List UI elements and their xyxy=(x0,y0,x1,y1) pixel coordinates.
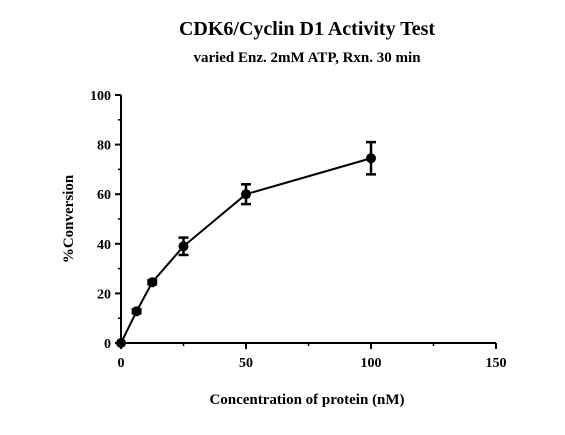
y-tick-label: 100 xyxy=(90,89,111,104)
chart-subtitle: varied Enz. 2mM ATP, Rxn. 30 min xyxy=(193,50,421,66)
axis-ticks: 0 20 40 60 80 100 0 50 100 150 xyxy=(90,89,507,371)
data-point xyxy=(366,153,376,164)
x-axis-label: Concentration of protein (nM) xyxy=(209,392,404,408)
y-tick-label: 40 xyxy=(97,238,111,253)
data-series xyxy=(116,140,376,348)
y-tick-label: 20 xyxy=(97,287,111,302)
chart-title: CDK6/Cyclin D1 Activity Test xyxy=(179,18,435,40)
data-point xyxy=(116,338,126,348)
axes xyxy=(120,95,496,344)
y-tick-label: 80 xyxy=(97,139,111,154)
y-tick-label: 0 xyxy=(104,337,111,352)
data-point xyxy=(131,306,142,317)
series-line xyxy=(120,157,372,344)
x-tick-label: 50 xyxy=(239,356,253,371)
y-axis-label: %Conversion xyxy=(61,174,77,263)
x-tick-label: 0 xyxy=(118,356,125,371)
x-tick-label: 100 xyxy=(361,356,382,371)
data-point xyxy=(147,277,158,288)
x-tick-label: 150 xyxy=(486,356,507,371)
data-point xyxy=(241,189,251,200)
data-point xyxy=(178,241,189,252)
y-tick-label: 60 xyxy=(97,188,111,203)
